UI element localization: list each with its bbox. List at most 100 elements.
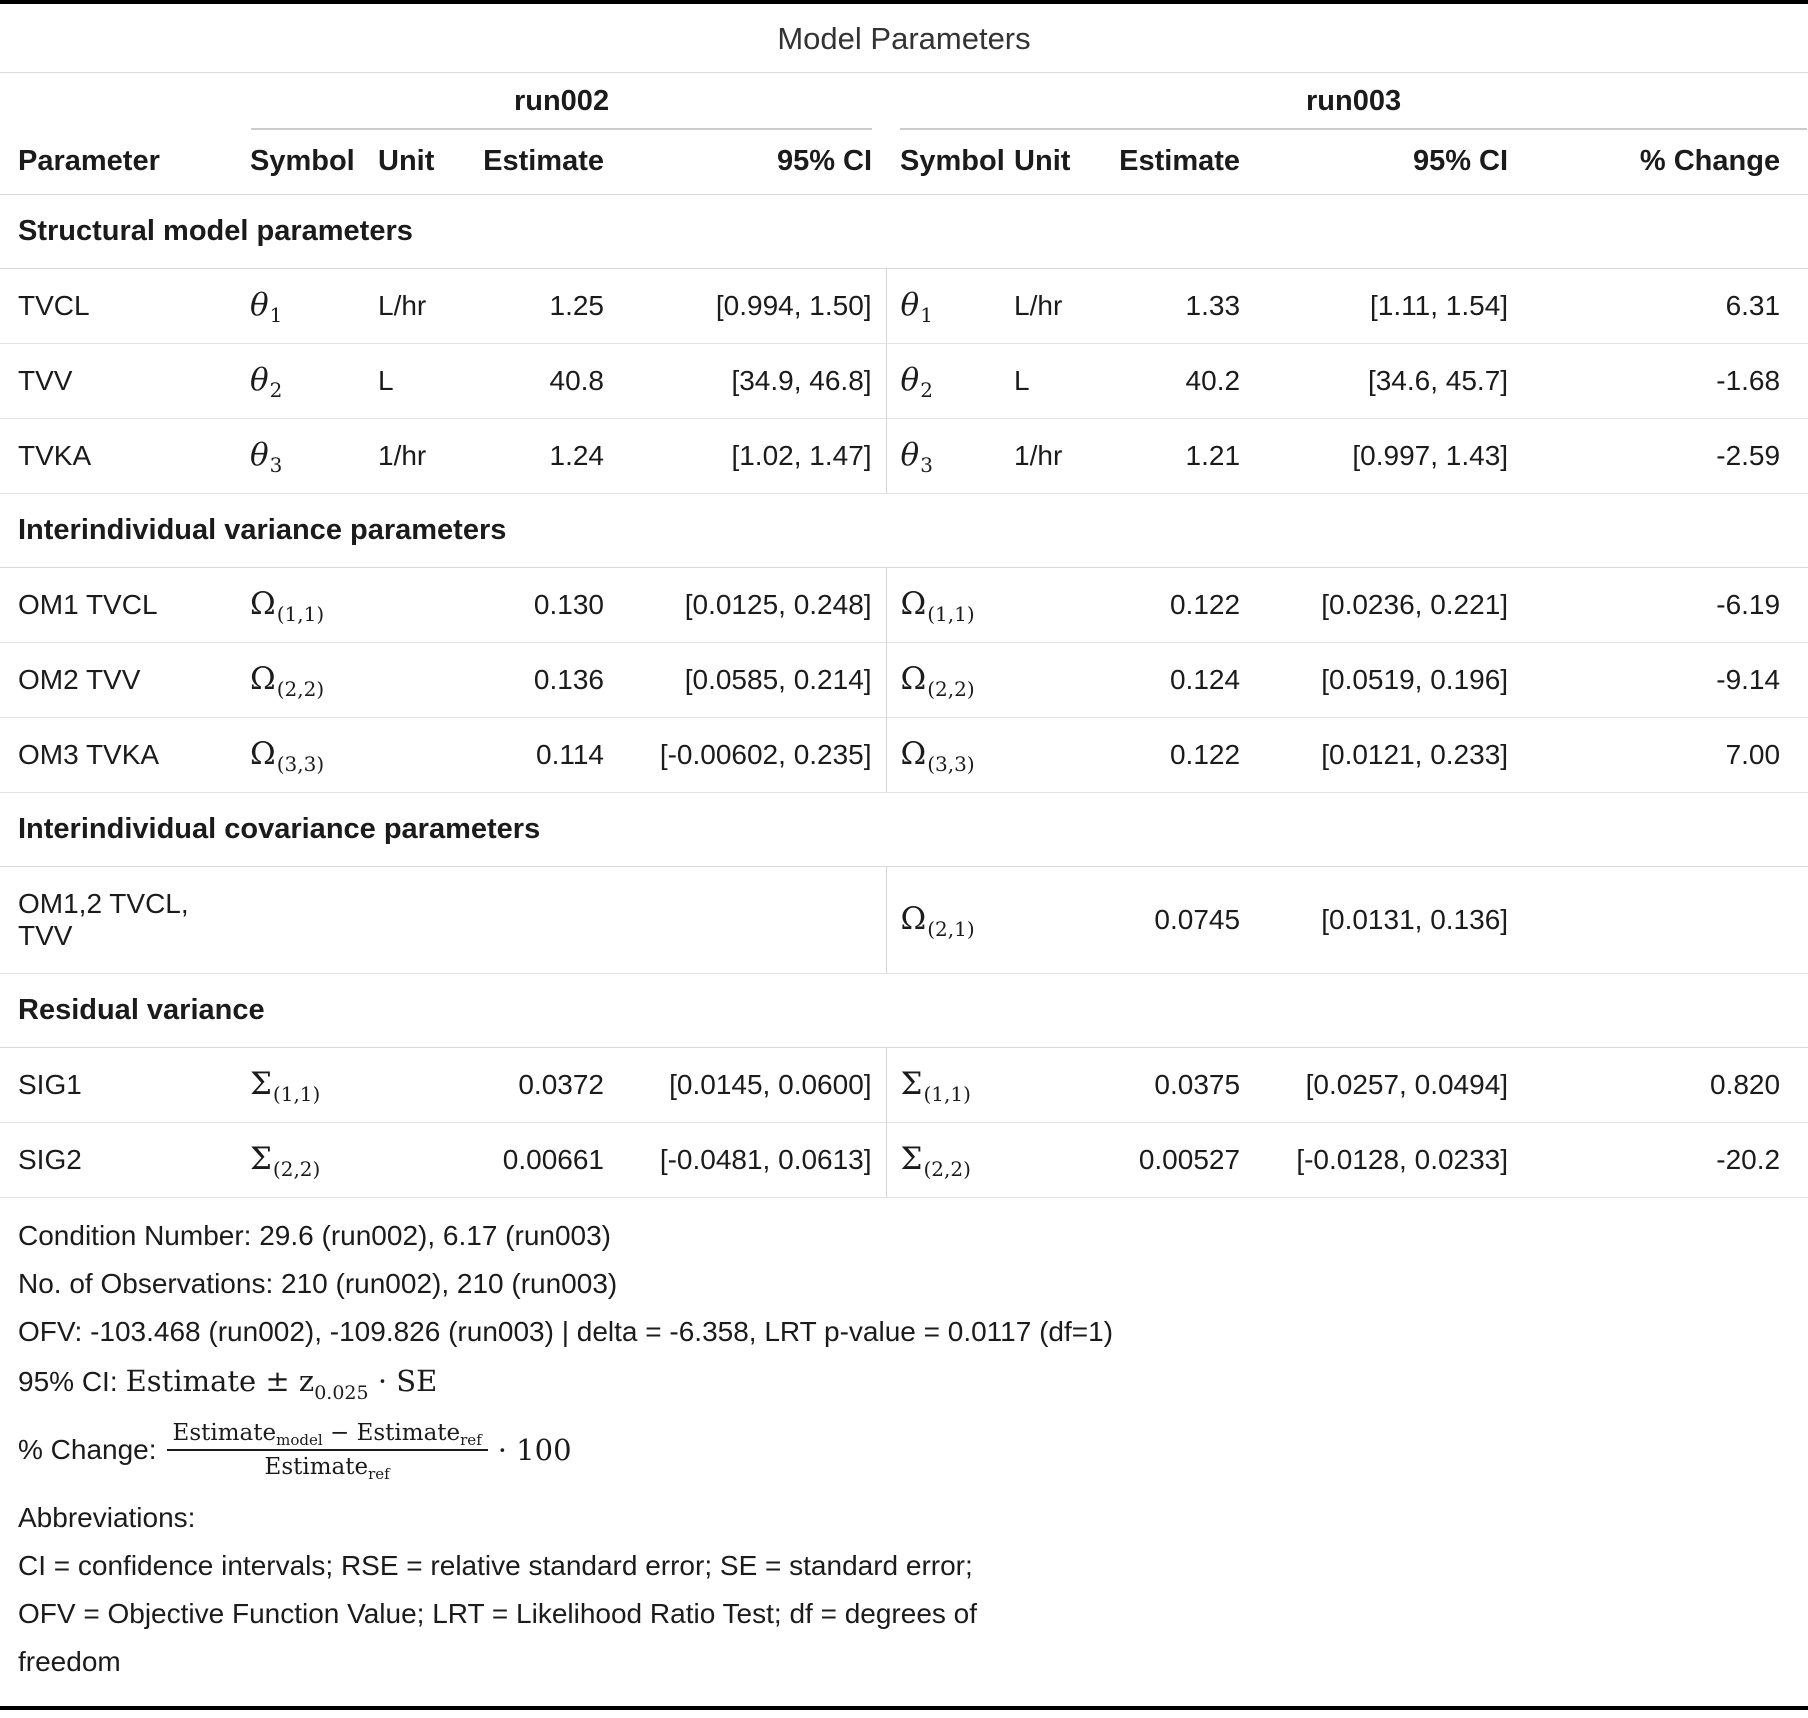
greek-symbol: Σ	[250, 1141, 272, 1177]
denominator-term: Estimate	[264, 1454, 369, 1480]
pct-change-cell: 6.31	[1522, 268, 1808, 344]
greek-symbol: θ	[250, 362, 269, 398]
unit-cell-run002	[378, 567, 462, 643]
table-row: OM3 TVKA Ω(3,3) 0.114 [-0.00602, 0.235] Ω(3,…	[0, 717, 1808, 793]
symbol-cell-run003: Ω(3,3)	[885, 717, 1015, 793]
greek-symbol: Ω	[900, 901, 927, 937]
column-header-pct-change: % Change	[1522, 131, 1808, 195]
pct-change-cell	[1522, 866, 1808, 974]
greek-symbol: θ	[250, 287, 269, 323]
pct-formula-label: % Change:	[18, 1434, 157, 1465]
greek-symbol: Σ	[900, 1141, 923, 1177]
column-header-row: Parameter Symbol Unit Estimate 95% CI Sy…	[0, 131, 1808, 195]
greek-symbol: Σ	[900, 1066, 923, 1102]
unit-cell-run002: 1/hr	[378, 418, 462, 494]
spanner-empty-cell	[0, 73, 250, 131]
table-row: TVKA θ3 1/hr 1.24 [1.02, 1.47] θ3 1/hr 1.21 [0.9…	[0, 418, 1808, 494]
footnote-abbreviations-line-1: CI = confidence intervals; RSE = relativ…	[18, 1550, 973, 1581]
section-header-label: Interindividual variance parameters	[0, 493, 1808, 568]
greek-symbol: θ	[900, 362, 920, 398]
table-title: Model Parameters	[0, 4, 1808, 73]
estimate-cell-run002: 0.130	[462, 567, 614, 643]
symbol-cell-run002: Σ(1,1)	[250, 1047, 378, 1123]
ci-cell-run003: [0.0257, 0.0494]	[1250, 1047, 1523, 1123]
estimate-cell-run003: 0.122	[1098, 567, 1251, 643]
ci-formula-math: Estimate ± z0.025 · SE	[125, 1364, 438, 1404]
symbol-cell-run002: Ω(2,2)	[250, 642, 378, 718]
unit-cell-run002: L	[378, 343, 462, 419]
column-header-parameter: Parameter	[0, 131, 250, 195]
pct-change-cell: -6.19	[1522, 567, 1808, 643]
column-header-unit-run003: Unit	[1014, 131, 1099, 195]
ci-cell-run003: [0.997, 1.43]	[1250, 418, 1523, 494]
table-row: OM1 TVCL Ω(1,1) 0.130 [0.0125, 0.248] Ω(1,1)…	[0, 567, 1808, 643]
symbol-cell-run002: Ω(3,3)	[250, 717, 378, 793]
greek-symbol: Ω	[900, 586, 927, 622]
ci-cell-run003: [0.0236, 0.221]	[1250, 567, 1523, 643]
estimate-cell-run003: 0.00527	[1098, 1122, 1251, 1198]
spanner-run002-label: run002	[251, 85, 873, 130]
ci-formula-rhs: · SE	[368, 1364, 438, 1398]
unit-cell-run003	[1014, 567, 1099, 643]
unit-cell-run003: L/hr	[1014, 268, 1099, 344]
ci-formula-label: 95% CI:	[18, 1366, 118, 1397]
unit-cell-run002	[378, 1047, 462, 1123]
estimate-cell-run002: 40.8	[462, 343, 614, 419]
unit-cell-run003: L	[1014, 343, 1099, 419]
spanner-run003-label: run003	[900, 85, 1808, 130]
estimate-cell-run002: 1.24	[462, 418, 614, 494]
section-header-label: Residual variance	[0, 973, 1808, 1048]
ci-cell-run002: [0.0585, 0.214]	[614, 642, 887, 718]
spanner-row: run002 run003	[0, 73, 1808, 131]
footnote-condition-number: Condition Number: 29.6 (run002), 6.17 (r…	[18, 1220, 612, 1251]
symbol-cell-run002	[250, 866, 378, 974]
unit-cell-run003	[1014, 642, 1099, 718]
estimate-cell-run003: 0.0745	[1098, 866, 1251, 974]
symbol-cell-run002: Ω(1,1)	[250, 567, 378, 643]
greek-symbol: Ω	[250, 736, 276, 772]
estimate-cell-run002: 0.00661	[462, 1122, 614, 1198]
greek-symbol: Ω	[250, 661, 276, 697]
unit-cell-run002	[378, 642, 462, 718]
ci-cell-run002	[614, 866, 887, 974]
section-header-row: Interindividual variance parameters	[0, 493, 1808, 568]
ci-cell-run003: [-0.0128, 0.0233]	[1250, 1122, 1523, 1198]
numerator-operator: −	[322, 1419, 357, 1446]
pct-formula-numerator: Estimatemodel − Estimateref	[166, 1419, 488, 1451]
parameter-name-cell: OM1,2 TVCL, TVV	[0, 866, 250, 974]
section-header-label: Structural model parameters	[0, 194, 1808, 269]
symbol-cell-run003: Ω(1,1)	[885, 567, 1015, 643]
estimate-cell-run003: 0.0375	[1098, 1047, 1251, 1123]
estimate-cell-run003: 1.33	[1098, 268, 1251, 344]
table-header: run002 run003 Parameter Symbol Unit Esti…	[0, 73, 1808, 195]
parameter-name-cell: OM2 TVV	[0, 642, 250, 718]
parameter-name-cell: SIG2	[0, 1122, 250, 1198]
greek-symbol: Σ	[250, 1066, 272, 1102]
section-header-label: Interindividual covariance parameters	[0, 792, 1808, 867]
ci-cell-run003: [0.0519, 0.196]	[1250, 642, 1523, 718]
estimate-cell-run003: 0.124	[1098, 642, 1251, 718]
ci-cell-run003: [0.0121, 0.233]	[1250, 717, 1523, 793]
symbol-cell-run003: θ3	[885, 418, 1015, 494]
parameter-name-cell: SIG1	[0, 1047, 250, 1123]
pct-formula-tail: · 100	[497, 1433, 572, 1467]
pct-change-cell: -2.59	[1522, 418, 1808, 494]
estimate-cell-run002	[462, 866, 614, 974]
ci-cell-run002: [0.0145, 0.0600]	[614, 1047, 887, 1123]
parameter-name-cell: TVKA	[0, 418, 250, 494]
parameter-name-cell: TVCL	[0, 268, 250, 344]
estimate-cell-run002: 0.136	[462, 642, 614, 718]
numerator-term-2: Estimate	[356, 1419, 461, 1446]
symbol-cell-run002: θ1	[250, 268, 378, 344]
symbol-cell-run003: θ1	[885, 268, 1015, 344]
table-row: SIG1 Σ(1,1) 0.0372 [0.0145, 0.0600] Σ(1,1) 0.…	[0, 1047, 1808, 1123]
unit-cell-run002	[378, 1122, 462, 1198]
parameter-name-cell: OM3 TVKA	[0, 717, 250, 793]
column-header-unit-run002: Unit	[378, 131, 462, 195]
symbol-cell-run003: Ω(2,1)	[885, 866, 1015, 974]
table-body: Structural model parameters TVCL θ1 L/hr 1.2…	[0, 194, 1808, 1198]
pct-change-cell: 7.00	[1522, 717, 1808, 793]
column-header-estimate-run003: Estimate	[1098, 131, 1251, 195]
greek-symbol: Ω	[900, 661, 927, 697]
